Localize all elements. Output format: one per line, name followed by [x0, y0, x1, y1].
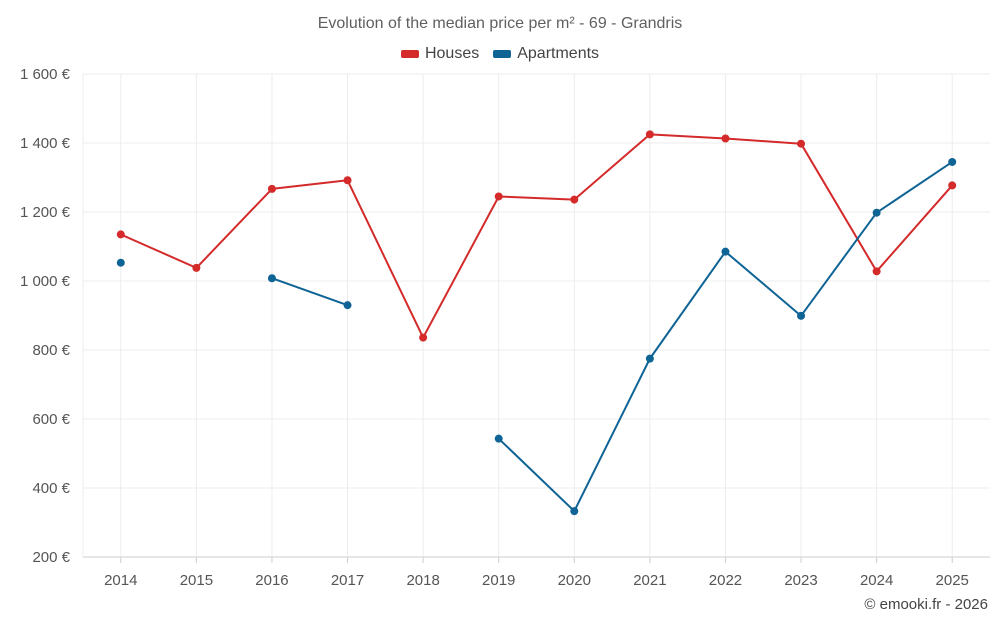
x-tick-label: 2018 — [406, 572, 439, 589]
data-point-apartments-2019[interactable] — [494, 434, 503, 443]
data-point-houses-2016[interactable] — [267, 184, 276, 193]
data-point-apartments-2017[interactable] — [343, 301, 352, 310]
data-point-houses-2014[interactable] — [116, 230, 125, 239]
data-point-apartments-2024[interactable] — [872, 208, 881, 217]
y-tick-label: 400 € — [32, 480, 70, 497]
credit-text: © emooki.fr - 2026 — [864, 596, 988, 613]
data-point-apartments-2023[interactable] — [797, 311, 806, 320]
data-point-apartments-2020[interactable] — [570, 507, 579, 516]
data-point-houses-2024[interactable] — [872, 267, 881, 276]
x-tick-label: 2017 — [331, 572, 364, 589]
x-tick-label: 2022 — [709, 572, 742, 589]
series-line-apartments — [271, 277, 348, 307]
y-tick-label: 600 € — [32, 411, 70, 428]
x-tick-label: 2015 — [180, 572, 213, 589]
x-tick-label: 2023 — [784, 572, 817, 589]
grid — [82, 73, 990, 558]
data-point-apartments-2025[interactable] — [948, 157, 957, 166]
x-tick-label: 2016 — [255, 572, 288, 589]
data-point-houses-2025[interactable] — [948, 181, 957, 190]
y-tick-label: 1 400 € — [20, 135, 71, 152]
legend-label-apartments: Apartments — [517, 45, 600, 62]
legend-label-houses: Houses — [424, 45, 480, 62]
x-tick-label: 2020 — [558, 572, 591, 589]
legend: Houses Apartments — [0, 45, 1000, 63]
data-point-houses-2017[interactable] — [343, 176, 352, 185]
data-point-houses-2021[interactable] — [645, 130, 654, 139]
y-tick-label: 1 200 € — [20, 204, 71, 221]
data-point-houses-2018[interactable] — [419, 333, 428, 342]
data-point-apartments-2022[interactable] — [721, 247, 730, 256]
y-tick-label: 1 600 € — [20, 66, 71, 83]
data-point-apartments-2014[interactable] — [116, 258, 125, 267]
x-tick-label: 2025 — [936, 572, 969, 589]
data-point-apartments-2021[interactable] — [645, 354, 654, 363]
x-tick-label: 2019 — [482, 572, 515, 589]
data-point-houses-2023[interactable] — [797, 139, 806, 148]
data-point-houses-2022[interactable] — [721, 134, 730, 143]
chart-title: Evolution of the median price per m² - 6… — [317, 15, 683, 32]
data-point-houses-2019[interactable] — [494, 192, 503, 201]
y-tick-label: 1 000 € — [20, 273, 71, 290]
legend-swatch-apartments — [493, 50, 512, 58]
x-tick-label: 2021 — [633, 572, 666, 589]
legend-item-apartments[interactable]: Apartments — [493, 45, 599, 63]
x-tick-label: 2024 — [860, 572, 893, 589]
legend-swatch-houses — [400, 50, 419, 58]
series-layer — [116, 130, 957, 516]
x-axis: 2014 2015 2016 2017 2018 2019 2020 2021 2022 2023… — [104, 557, 969, 589]
x-tick-label: 2014 — [104, 572, 137, 589]
y-axis: 200 € 400 € 600 € 800 € 1 000 € 1 200 € 1 400 … — [20, 66, 71, 566]
data-point-apartments-2016[interactable] — [267, 274, 276, 283]
data-point-houses-2020[interactable] — [570, 195, 579, 204]
y-tick-label: 200 € — [32, 549, 70, 566]
series-line-houses — [120, 133, 953, 339]
data-point-houses-2015[interactable] — [192, 263, 201, 272]
legend-item-houses[interactable]: Houses — [400, 45, 480, 63]
y-tick-label: 800 € — [32, 342, 70, 359]
